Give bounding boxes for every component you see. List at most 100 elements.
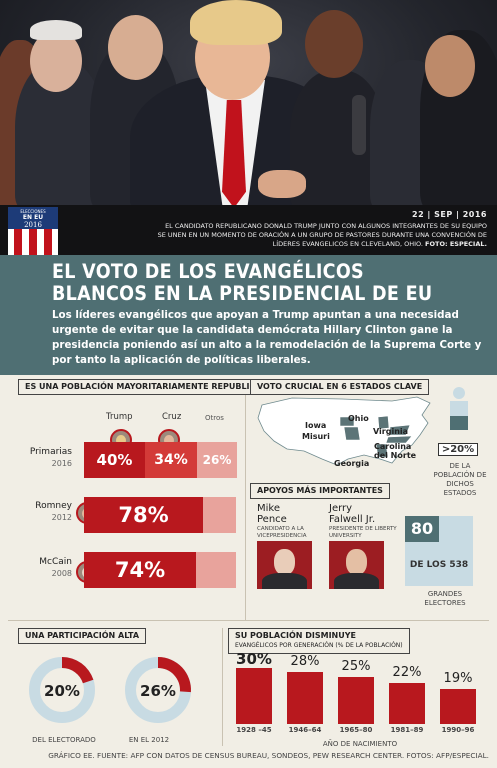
photo-credit: FOTO: ESPECIAL. [425,240,487,248]
x-tick-label: 1928 –45 [236,726,272,734]
person-face [425,35,475,97]
row-name: McCain [39,557,72,567]
share-value: >20% [438,443,478,456]
person-face [305,10,363,78]
state-missouri [343,426,361,441]
title-line-2: BLANCOS EN LA PRESIDENCIAL DE EU [52,282,433,305]
row-year: 2016 [51,459,72,468]
section-label-key-states: VOTO CRUCIAL EN 6 ESTADOS CLAVE [250,379,430,395]
state-label-virginia: Virginia [373,427,409,436]
series-label-otros: Otros [205,414,224,422]
bar-value-label: 30% [236,650,272,668]
state-label-georgia: Georgia [334,459,370,468]
row-name: Romney [35,501,72,511]
share-note: DE LA POBLACIÓN DE DICHOS ESTADOS [433,462,487,497]
electors-of: DE LOS 538 [409,560,469,570]
hand [258,170,306,198]
bar [389,683,425,724]
section-label-participation: UNA PARTICIPACIÓN ALTA [18,628,147,644]
pie-slice [62,657,94,684]
bar-segment [196,552,236,588]
bar-value-label: 74% [114,558,166,582]
bar [338,677,374,724]
bar-segment [197,442,237,478]
decline-title: SU POBLACIÓN DISMINUYE [235,631,356,640]
bar-value-label: 34% [154,452,188,468]
bar [440,689,476,724]
caption-text: El candidato republicano Donald Trump ju… [157,222,487,248]
supporter-first-name: Mike [257,503,280,514]
x-tick-label: 1981–89 [390,726,424,734]
series-label-cruz: Cruz [162,412,182,422]
state-north-carolina [385,435,413,444]
bar-value-label: 78% [118,503,169,527]
row-label-mccain: McCain 2008 [10,557,72,579]
badge-mid: EN EU [23,214,43,221]
bar-segment [84,442,145,478]
us-map [257,396,431,466]
bar [287,672,323,724]
bar-segment [203,497,236,533]
date: 22 | SEP | 2016 [412,210,487,219]
decline-subtitle: EVANGÉLICOS POR GENERACIÓN (% DE LA POBL… [235,642,403,649]
section-label-supporters: APOYOS MÁS IMPORTANTES [250,483,390,499]
person-face [30,30,82,92]
pie-value-label: 26% [140,682,176,700]
pence-photo [257,541,312,589]
trump-hair [190,0,282,45]
person-face [108,15,163,80]
supporter-role: CANDIDATO A LA VICEPRESIDENCIA [257,526,307,539]
footer-credit: GRÁFICO EE. FUENTE: AFP CON DATOS DE CEN… [48,751,489,760]
row-year: 2008 [51,569,72,578]
red-tie [222,100,246,205]
person-hair [30,20,82,40]
bar [236,668,272,724]
bar-segment [84,552,196,588]
electors-value: 80 [405,516,439,542]
pie-caption: DEL ELECTORADO [32,736,96,744]
series-label-trump: Trump [106,412,133,422]
bar-segment [84,497,203,533]
row-name: Primarias [29,447,72,457]
header-photo [0,0,497,205]
divider [222,628,223,746]
state-label-north-carolina: Carolina del Norte [374,442,417,460]
bar-value-label: 28% [290,654,320,669]
title-line-1: EL VOTO DE LOS EVANGÉLICOS [52,260,364,283]
x-axis-label: AÑO DE NACIMIENTO [322,740,398,748]
state-ohio [377,415,390,430]
headline-block: EL VOTO DE LOS EVANGÉLICOS BLANCOS EN LA… [0,255,497,375]
bar-value-label: 25% [341,659,371,674]
pie-value-label: 20% [44,682,80,700]
state-iowa [339,416,355,427]
x-tick-label: 1946–64 [288,726,322,734]
usa-badge-icon: ELECCIONES EN EU 2016 [8,207,58,257]
divider [8,620,489,621]
row-label-primarias: Primarias 2016 [10,447,72,469]
x-tick-label: 1965–80 [339,726,373,734]
row-year: 2012 [51,513,72,522]
bar-value-label: 22% [392,665,422,680]
subtitle: Los líderes evangélicos que apoyan a Tru… [52,309,482,366]
photo-caption: 22 | SEP | 2016 El candidato republicano… [0,205,497,255]
supporter-last-name: Pence [257,514,287,525]
electors-note: GRANDES ELECTORES [424,590,466,607]
supporter-first-name: Jerry [329,503,353,514]
badge-top: ELECCIONES [20,209,46,214]
person-icon [450,387,468,430]
bar-value-label: 19% [443,671,473,686]
supporter-role: PRESIDENTE DE LIBERTY UNIVERSITY [329,526,397,539]
badge-year: 2016 [24,221,42,229]
bar-segment [145,442,197,478]
pie-slice [158,657,191,693]
state-label-ohio: Ohio [348,414,369,423]
state-label-iowa: Iowa [305,421,327,430]
divider [245,380,246,620]
x-tick-label: 1990–96 [441,726,475,734]
microphone-icon [352,95,366,155]
pie-caption: EN EL 2012 [128,736,170,744]
section-label-decline: SU POBLACIÓN DISMINUYE EVANGÉLICOS POR G… [228,628,410,654]
supporter-last-name: Falwell Jr. [329,514,376,525]
